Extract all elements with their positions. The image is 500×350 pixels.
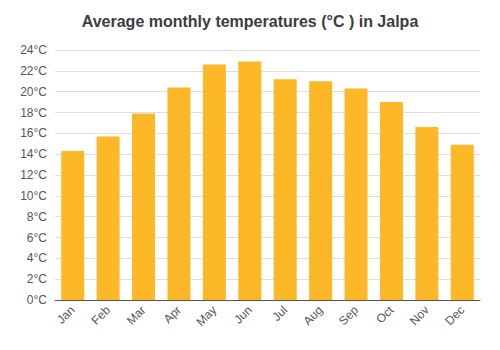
svg-text:20°C: 20°C xyxy=(20,85,47,99)
svg-text:14°C: 14°C xyxy=(20,147,47,161)
svg-text:22°C: 22°C xyxy=(20,64,47,78)
svg-text:Dec: Dec xyxy=(442,303,467,328)
svg-text:Nov: Nov xyxy=(407,303,432,328)
svg-text:Jun: Jun xyxy=(231,303,255,327)
svg-text:18°C: 18°C xyxy=(20,106,47,120)
svg-text:8°C: 8°C xyxy=(27,210,47,224)
svg-text:Mar: Mar xyxy=(124,303,149,327)
svg-text:10°C: 10°C xyxy=(20,189,47,203)
svg-text:4°C: 4°C xyxy=(27,251,47,265)
svg-text:Oct: Oct xyxy=(373,303,397,327)
svg-text:Feb: Feb xyxy=(89,303,114,328)
svg-text:6°C: 6°C xyxy=(27,231,47,245)
svg-text:16°C: 16°C xyxy=(20,126,47,140)
svg-text:Apr: Apr xyxy=(161,303,184,326)
svg-text:0°C: 0°C xyxy=(27,293,47,307)
svg-text:12°C: 12°C xyxy=(20,168,47,182)
svg-text:2°C: 2°C xyxy=(27,272,47,286)
svg-text:Sep: Sep xyxy=(336,303,361,328)
svg-text:Average monthly temperatures (: Average monthly temperatures (°C ) in Ja… xyxy=(82,13,419,30)
svg-text:Jul: Jul xyxy=(269,303,290,324)
svg-text:Aug: Aug xyxy=(301,303,326,328)
svg-text:Jan: Jan xyxy=(54,303,78,327)
svg-text:May: May xyxy=(193,303,219,329)
svg-text:24°C: 24°C xyxy=(20,43,47,57)
